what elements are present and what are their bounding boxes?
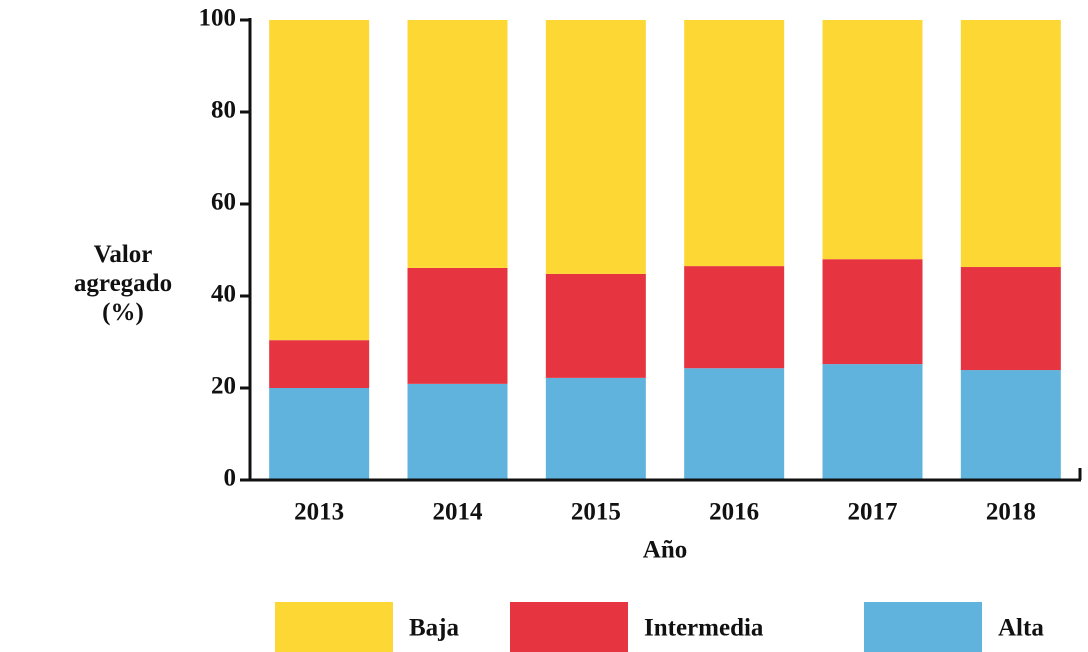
x-tick-label: 2016 [709,499,759,526]
bar-segment [684,20,785,267]
bar-segment [269,20,370,341]
legend-label: Alta [998,615,1044,642]
bar-segment [545,377,646,480]
x-tick-label: 2014 [433,499,484,526]
bar-segment [407,383,508,480]
bar-segment [960,370,1061,480]
legend-swatch [864,602,982,652]
bar-segment [269,340,370,388]
bar-segment [684,368,785,480]
legend-label: Intermedia [644,615,764,642]
y-tick-label: 100 [199,5,237,32]
legend-label: Baja [409,615,460,642]
x-tick-label: 2018 [986,499,1036,526]
y-tick-label: 80 [211,97,236,124]
bar-segment [545,20,646,274]
bar-segment [407,267,508,384]
bar-segment [960,20,1061,268]
x-axis-label: Año [643,537,687,564]
x-tick-label: 2013 [294,499,344,526]
y-tick-label: 0 [224,465,237,492]
y-tick-label: 60 [211,189,236,216]
bar-segment [269,388,370,480]
y-tick-label: 40 [211,281,236,308]
y-tick-label: 20 [211,373,236,400]
bar-segment [822,20,923,260]
y-axis-label: Valor agregado (%) [73,241,173,326]
bar-segment [545,273,646,378]
x-tick-label: 2017 [848,499,898,526]
x-tick-label: 2015 [571,499,621,526]
bar-segment [960,267,1061,371]
bar-segment [822,259,923,365]
bar-segment [822,364,923,480]
legend-swatch [275,602,393,652]
bar-segment [407,20,508,268]
legend-swatch [510,602,628,652]
bar-segment [684,266,785,369]
